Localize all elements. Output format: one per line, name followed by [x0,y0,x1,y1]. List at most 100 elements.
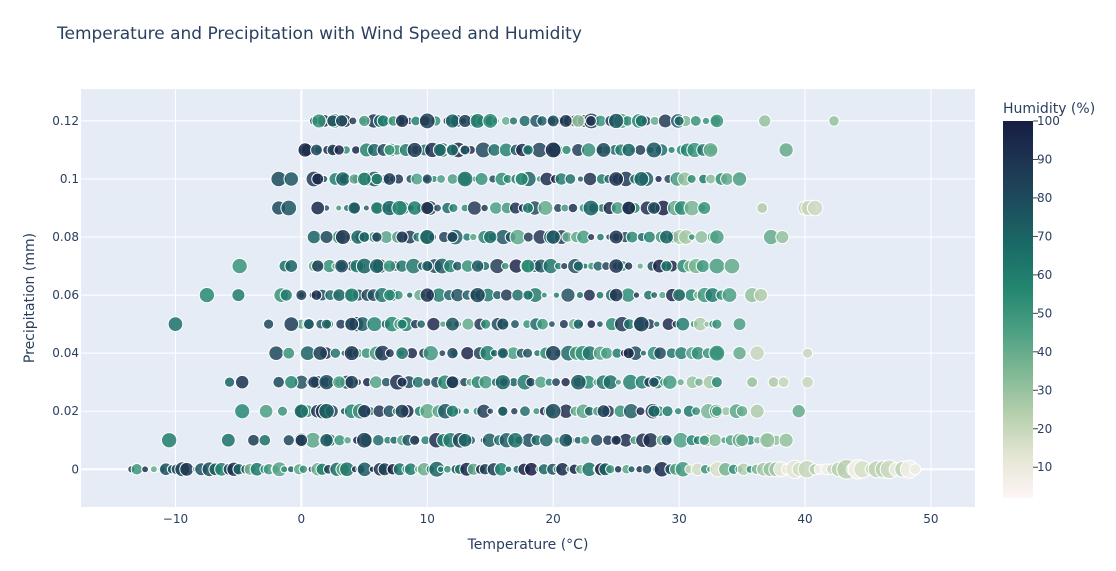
data-point [585,115,597,127]
data-point [496,317,510,331]
data-point [687,233,696,241]
colorbar-tick-label: 20 [1037,422,1052,436]
data-point [507,432,524,449]
data-point [633,171,650,187]
data-point [262,318,275,330]
data-point [258,403,274,419]
data-point [368,258,385,274]
data-point [358,114,371,128]
data-point [334,229,351,246]
data-point [311,259,325,273]
data-point [625,230,639,244]
data-point [332,375,347,390]
data-point [501,261,510,271]
data-point [422,344,439,362]
data-point [711,318,723,330]
x-tick-label: −10 [163,512,188,526]
data-point [519,405,531,418]
data-point [708,433,722,448]
data-point [357,404,372,419]
data-point [778,142,794,158]
colorbar-tick-label: 90 [1037,152,1052,166]
data-point [558,113,573,128]
data-point [749,403,765,419]
data-point [460,345,475,361]
data-point [406,200,423,216]
data-point [280,465,289,474]
data-point [369,375,383,390]
data-point [777,376,790,389]
data-point [720,172,734,186]
data-point [494,374,511,391]
data-point [582,171,598,187]
data-point [160,432,178,449]
data-point [654,174,663,184]
data-point [383,143,396,156]
data-point [548,320,556,329]
data-point [497,405,509,417]
data-point [627,465,636,474]
data-point [457,432,473,448]
data-point [613,465,623,474]
colorbar-tick-label: 30 [1037,383,1052,397]
data-point [510,319,520,330]
data-point [596,320,604,328]
data-point [608,229,624,245]
data-point [311,172,325,186]
data-points [127,112,922,480]
data-point [540,291,548,299]
data-point [589,433,604,447]
data-point [659,229,674,245]
data-point [753,287,769,303]
data-point [283,316,300,332]
data-point [686,173,697,184]
x-tick-label: 50 [923,512,938,526]
data-point [416,319,426,329]
data-point [283,171,300,187]
data-point [357,171,372,187]
data-point [376,114,390,128]
data-point [635,406,646,417]
data-point [461,317,475,331]
data-point [268,345,284,361]
data-point [561,144,572,156]
data-point [522,202,534,215]
data-point [560,287,576,303]
data-point [480,318,492,330]
data-point [791,404,806,419]
data-point [294,433,309,447]
data-point [306,229,322,245]
data-point [421,173,433,185]
data-point [312,345,328,361]
data-point [571,113,586,128]
y-tick-label: 0.08 [52,230,79,244]
data-point [801,347,814,359]
data-point [466,200,483,216]
data-point [382,259,397,273]
data-point [470,259,485,273]
data-point [344,287,360,303]
data-point [280,199,298,217]
data-point [335,204,343,212]
data-point [709,229,725,245]
data-point [234,403,251,420]
data-point [746,376,759,389]
data-point [749,345,765,361]
data-point [456,170,474,188]
data-point [673,407,683,416]
data-point [560,203,570,213]
data-point [445,143,459,157]
colorbar-title: Humidity (%) [1003,101,1095,117]
data-point [474,171,489,186]
data-point [660,434,673,447]
data-point [370,172,384,186]
data-point [522,144,534,156]
data-point [522,347,534,359]
data-point [705,173,717,185]
data-point [355,431,373,449]
data-point [689,114,702,127]
data-point [421,260,434,273]
data-point [284,259,299,273]
data-point [258,433,272,447]
data-point [676,378,685,387]
